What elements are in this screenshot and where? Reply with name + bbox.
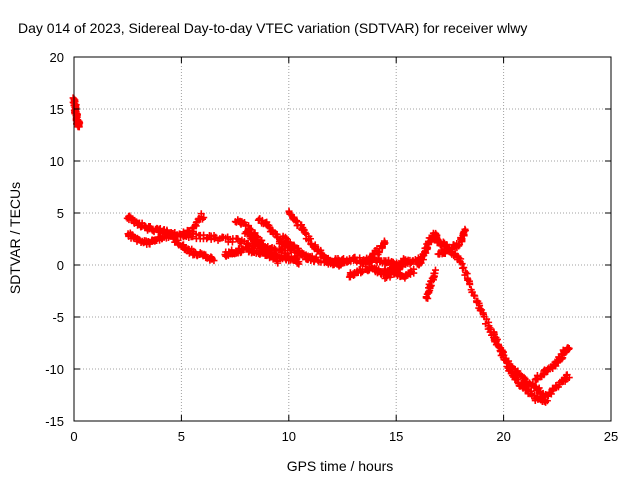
data-point bbox=[543, 397, 551, 405]
series-branch-g bbox=[381, 255, 410, 282]
y-tick-label: 5 bbox=[57, 206, 64, 221]
x-axis-ticks: 0 5 10 15 20 25 bbox=[70, 57, 618, 444]
x-tick-label: 25 bbox=[604, 429, 618, 444]
plot-frame bbox=[73, 56, 612, 422]
series-late-3 bbox=[413, 225, 469, 269]
y-tick-label: 20 bbox=[50, 50, 64, 65]
data-point bbox=[295, 260, 303, 268]
data-point bbox=[402, 256, 410, 264]
y-tick-label: -10 bbox=[45, 362, 64, 377]
y-tick-label: 0 bbox=[57, 258, 64, 273]
data-point bbox=[431, 266, 439, 274]
data-point bbox=[368, 255, 376, 263]
data-point bbox=[253, 240, 261, 248]
data-point bbox=[301, 229, 309, 237]
series-mid-2 bbox=[124, 229, 218, 265]
data-point bbox=[466, 280, 474, 288]
data-point bbox=[310, 256, 318, 264]
series-branch-d bbox=[285, 207, 337, 269]
series-branch-e bbox=[279, 232, 319, 266]
data-point bbox=[75, 123, 83, 131]
data-point bbox=[380, 240, 388, 248]
x-tick-label: 20 bbox=[496, 429, 510, 444]
data-point bbox=[302, 251, 310, 259]
y-tick-label: -15 bbox=[45, 414, 64, 429]
y-axis-label: SDTVAR / TECUs bbox=[7, 182, 23, 294]
data-point bbox=[410, 265, 418, 273]
data-point bbox=[283, 235, 291, 243]
y-tick-label: -5 bbox=[52, 310, 64, 325]
series-late-6 bbox=[531, 344, 573, 384]
data-series bbox=[69, 94, 573, 406]
x-axis-label: GPS time / hours bbox=[287, 458, 394, 474]
data-point bbox=[400, 257, 408, 265]
y-tick-label: 15 bbox=[50, 102, 64, 117]
data-point bbox=[547, 390, 555, 398]
data-point bbox=[169, 233, 177, 241]
series-late-5 bbox=[490, 328, 551, 406]
data-point bbox=[556, 380, 564, 388]
data-point bbox=[375, 247, 383, 255]
data-point bbox=[197, 210, 205, 218]
data-point bbox=[461, 225, 469, 233]
series-dip bbox=[422, 266, 439, 302]
data-point bbox=[455, 242, 463, 250]
data-point bbox=[200, 214, 208, 222]
data-point bbox=[535, 384, 543, 392]
data-point bbox=[252, 239, 260, 247]
x-tick-label: 10 bbox=[282, 429, 296, 444]
data-point bbox=[246, 224, 254, 232]
y-axis-ticks: -15 -10 -5 0 5 10 15 20 bbox=[45, 50, 611, 429]
data-point bbox=[274, 259, 282, 267]
data-point bbox=[378, 244, 386, 252]
data-point bbox=[498, 350, 506, 358]
x-tick-label: 15 bbox=[389, 429, 403, 444]
chart-title: Day 014 of 2023, Sidereal Day-to-day VTE… bbox=[18, 20, 527, 36]
series-late-4 bbox=[434, 245, 573, 401]
data-point bbox=[471, 292, 479, 300]
data-point bbox=[565, 374, 573, 382]
series-branch-b bbox=[241, 228, 282, 267]
data-point bbox=[210, 257, 218, 265]
data-point bbox=[192, 219, 200, 227]
series-branch-f bbox=[360, 237, 389, 268]
data-point bbox=[523, 386, 531, 394]
series-early bbox=[69, 94, 84, 131]
x-tick-label: 5 bbox=[178, 429, 185, 444]
data-point bbox=[459, 264, 467, 272]
data-point bbox=[271, 253, 279, 261]
data-point bbox=[493, 341, 501, 349]
y-tick-label: 10 bbox=[50, 154, 64, 169]
x-tick-label: 0 bbox=[70, 429, 77, 444]
data-point bbox=[565, 344, 573, 352]
